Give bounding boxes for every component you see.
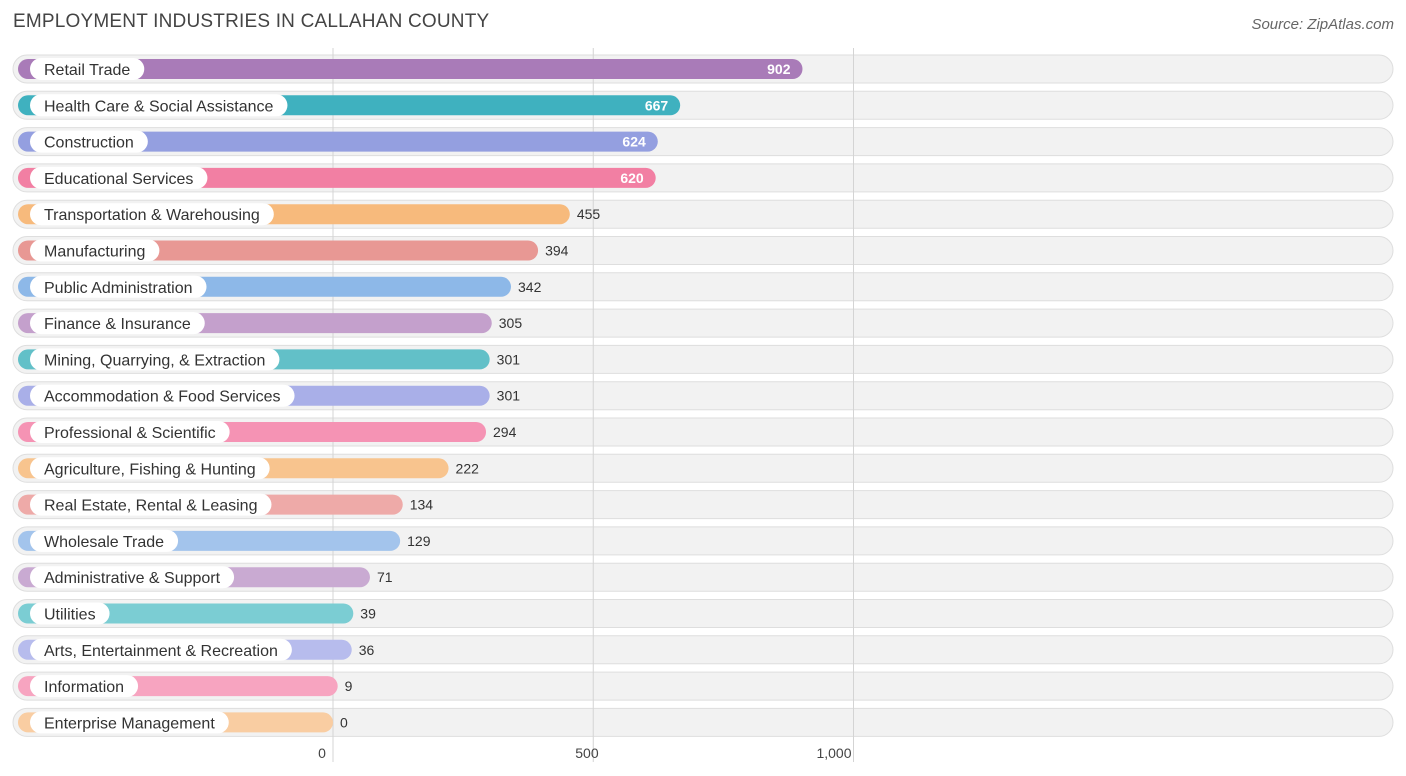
x-tick-label: 1,000 [816, 745, 851, 761]
value-label: 294 [493, 424, 517, 440]
value-label: 71 [377, 569, 393, 585]
category-label: Manufacturing [44, 244, 145, 261]
value-label: 39 [360, 606, 376, 622]
category-label-pill [30, 239, 160, 262]
category-label: Public Administration [44, 280, 193, 297]
category-label-group: Wholesale Trade [30, 529, 179, 552]
category-label-group: Arts, Entertainment & Recreation [30, 638, 292, 661]
category-label: Wholesale Trade [44, 534, 164, 551]
category-label: Transportation & Warehousing [44, 207, 260, 224]
category-label-pill [30, 493, 272, 516]
category-label-pill [30, 58, 145, 80]
category-label: Finance & Insurance [44, 316, 191, 333]
value-label: 36 [359, 642, 375, 658]
value-label: 455 [577, 206, 601, 222]
value-label: 305 [499, 315, 523, 331]
value-label: 667 [645, 97, 669, 113]
row-background [12, 599, 1394, 628]
category-label: Real Estate, Rental & Leasing [44, 498, 257, 515]
category-label: Arts, Entertainment & Recreation [44, 643, 278, 660]
category-label-group: Finance & Insurance [30, 312, 205, 335]
category-label-pill [30, 384, 295, 407]
source-credit: Source: ZipAtlas.com [1251, 16, 1394, 33]
category-label-group: Real Estate, Rental & Leasing [30, 493, 272, 516]
category-label: Enterprise Management [44, 715, 215, 732]
value-label: 0 [340, 714, 348, 730]
category-label-group: Information [30, 675, 139, 698]
value-label: 301 [497, 351, 521, 367]
category-label-pill [30, 348, 280, 371]
category-label-pill [30, 312, 205, 335]
category-label-group: Accommodation & Food Services [30, 384, 295, 407]
category-label-pill [30, 203, 274, 226]
value-label: 342 [518, 279, 542, 295]
value-label: 394 [545, 243, 569, 259]
row-background [12, 635, 1394, 665]
category-label-group: Enterprise Management [30, 711, 229, 734]
x-tick-label: 0 [318, 745, 326, 761]
category-label-pill [30, 529, 179, 552]
category-label-pill [30, 130, 148, 153]
category-label-group: Utilities [30, 602, 110, 625]
category-label-pill [30, 602, 110, 625]
category-label-group: Professional & Scientific [30, 421, 230, 443]
category-label-pill [30, 94, 288, 117]
category-label-group: Educational Services [30, 166, 208, 189]
category-label-pill [30, 457, 270, 480]
category-label-group: Transportation & Warehousing [30, 203, 274, 226]
category-label-pill [30, 638, 292, 661]
category-label: Mining, Quarrying, & Extraction [44, 352, 265, 369]
value-label: 129 [407, 533, 431, 549]
value-label: 902 [767, 61, 791, 77]
value-label: 301 [497, 388, 521, 404]
category-label: Construction [44, 135, 134, 152]
bar [18, 131, 658, 152]
category-label-group: Manufacturing [30, 239, 160, 262]
value-label: 620 [620, 170, 644, 186]
bar [18, 59, 803, 79]
category-label-pill [30, 675, 139, 698]
value-label: 222 [456, 460, 480, 476]
category-label: Professional & Scientific [44, 425, 216, 442]
category-label-pill [30, 166, 208, 189]
category-label-group: Construction [30, 130, 148, 153]
category-label-pill [30, 275, 207, 298]
category-label-pill [30, 711, 229, 734]
category-label: Agriculture, Fishing & Hunting [44, 461, 256, 478]
category-label-pill [30, 421, 230, 443]
category-label-group: Administrative & Support [30, 566, 235, 589]
x-tick-label: 500 [575, 745, 599, 761]
row-background [12, 671, 1394, 701]
value-label: 9 [345, 678, 353, 694]
category-label: Educational Services [44, 171, 193, 188]
category-label: Accommodation & Food Services [44, 389, 281, 406]
category-label: Utilities [44, 607, 96, 624]
category-label-pill [30, 566, 235, 589]
category-label: Administrative & Support [44, 570, 221, 587]
category-label-group: Retail Trade [30, 58, 145, 80]
chart-title: EMPLOYMENT INDUSTRIES IN CALLAHAN COUNTY [13, 11, 490, 32]
category-label-group: Health Care & Social Assistance [30, 94, 288, 117]
category-label-group: Public Administration [30, 275, 207, 298]
category-label: Health Care & Social Assistance [44, 98, 274, 115]
category-label-group: Agriculture, Fishing & Hunting [30, 457, 270, 480]
value-label: 624 [622, 134, 646, 150]
category-label-group: Mining, Quarrying, & Extraction [30, 348, 280, 371]
value-label: 134 [410, 497, 434, 513]
category-label: Retail Trade [44, 62, 130, 79]
row-background [12, 707, 1394, 737]
category-label: Information [44, 679, 124, 696]
